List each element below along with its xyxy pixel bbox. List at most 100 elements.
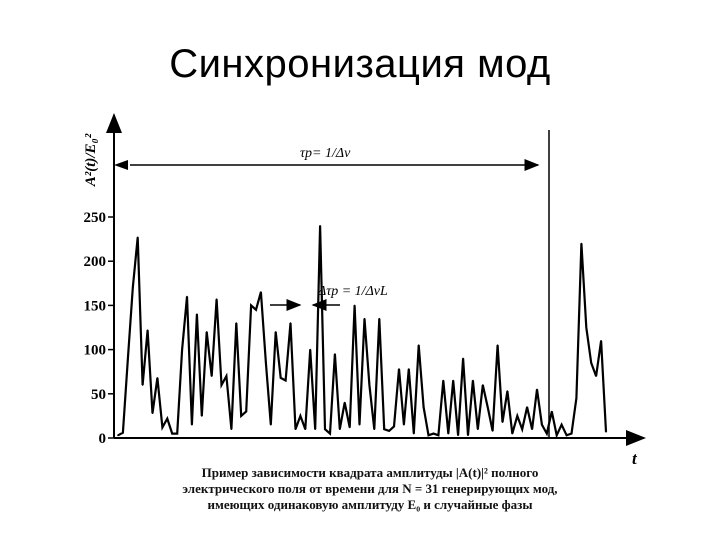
data-point (546, 432, 548, 435)
data-point (171, 432, 173, 435)
data-point (486, 406, 489, 408)
data-point (294, 428, 297, 431)
data-point (191, 423, 193, 426)
data-point (605, 431, 607, 433)
pulse-width-label: Δτp = 1/ΔνL (317, 284, 388, 299)
data-point (536, 388, 538, 391)
data-point (146, 329, 149, 332)
data-point (595, 375, 597, 377)
y-tick-label: 200 (84, 254, 107, 270)
y-tick-label: 250 (84, 210, 107, 226)
data-point (329, 432, 331, 435)
data-point (472, 379, 474, 382)
data-point (220, 384, 223, 386)
data-point (462, 357, 464, 360)
data-point (274, 331, 277, 333)
data-point (575, 397, 578, 400)
y-axis-label: A²(t)/E₀² (83, 133, 99, 187)
data-point (151, 412, 154, 415)
data-point (319, 225, 321, 227)
data-point (309, 348, 312, 351)
data-point (284, 379, 287, 382)
data-point (526, 406, 528, 408)
data-point (427, 434, 430, 437)
data-point (210, 375, 213, 377)
data-point (265, 362, 267, 364)
data-point (496, 344, 499, 347)
series-points (117, 225, 607, 437)
y-tick-label: 50 (91, 387, 106, 403)
y-tick-label: 0 (99, 431, 107, 447)
data-point (600, 340, 602, 342)
period-label: τp= 1/Δν (300, 146, 351, 161)
data-point (255, 309, 257, 311)
data-point (215, 298, 218, 301)
data-point (260, 291, 262, 293)
data-point (570, 432, 573, 435)
data-point (289, 322, 292, 324)
data-point (176, 432, 178, 435)
data-point (186, 295, 188, 298)
data-point (136, 236, 139, 239)
data-point (343, 401, 346, 404)
data-point (196, 313, 198, 316)
data-point (270, 423, 272, 426)
data-point (585, 326, 588, 329)
data-point (166, 417, 169, 420)
data-point (452, 379, 455, 382)
figure-caption: Пример зависимости квадрата амплитуды |A… (120, 465, 620, 513)
data-point (161, 426, 164, 429)
data-point (122, 431, 124, 434)
data-point (506, 390, 509, 392)
data-point (235, 322, 238, 324)
y-tick-label: 100 (84, 343, 107, 359)
data-point (482, 384, 484, 386)
data-point (442, 379, 445, 382)
data-point (398, 368, 400, 370)
data-point (447, 432, 450, 435)
data-point (225, 375, 228, 377)
data-point (437, 434, 440, 437)
data-point (580, 242, 583, 245)
data-point (408, 368, 410, 370)
data-point (358, 423, 361, 426)
data-point (417, 344, 420, 347)
data-point (250, 304, 252, 307)
data-point (304, 428, 307, 431)
data-point (201, 415, 203, 417)
caption-line-3: имеющих одинаковую амплитуду E₀ и случай… (207, 497, 533, 512)
data-point (156, 377, 159, 379)
slide-title: Синхронизация мод (169, 42, 551, 86)
data-point (393, 425, 395, 428)
data-point (127, 357, 129, 360)
data-point (299, 415, 302, 417)
data-point (324, 428, 326, 431)
x-axis-label: t (632, 449, 638, 468)
data-point (132, 286, 134, 289)
data-point (141, 384, 144, 386)
data-point (403, 423, 405, 426)
data-point (477, 428, 479, 431)
data-point (501, 421, 504, 423)
y-ticks: 0 50 100 150 200 250 (84, 210, 114, 447)
series-line (117, 225, 608, 439)
data-point (541, 423, 543, 426)
data-point (457, 434, 459, 437)
data-point (531, 428, 533, 431)
data-point (205, 331, 208, 333)
period-arrow-left-head (114, 160, 128, 170)
data-point (368, 384, 371, 386)
caption-line-2: электрического поля от времени для N = 3… (182, 481, 558, 496)
data-point (245, 410, 247, 413)
data-point (383, 428, 386, 431)
data-point (422, 406, 425, 408)
data-point (560, 423, 563, 426)
data-point (334, 353, 336, 355)
data-point (363, 317, 366, 320)
data-point (590, 362, 592, 364)
caption-line-1: Пример зависимости квадрата амплитуды |A… (201, 465, 539, 480)
data-point (565, 434, 568, 437)
data-point (521, 428, 523, 431)
data-point (511, 432, 514, 435)
